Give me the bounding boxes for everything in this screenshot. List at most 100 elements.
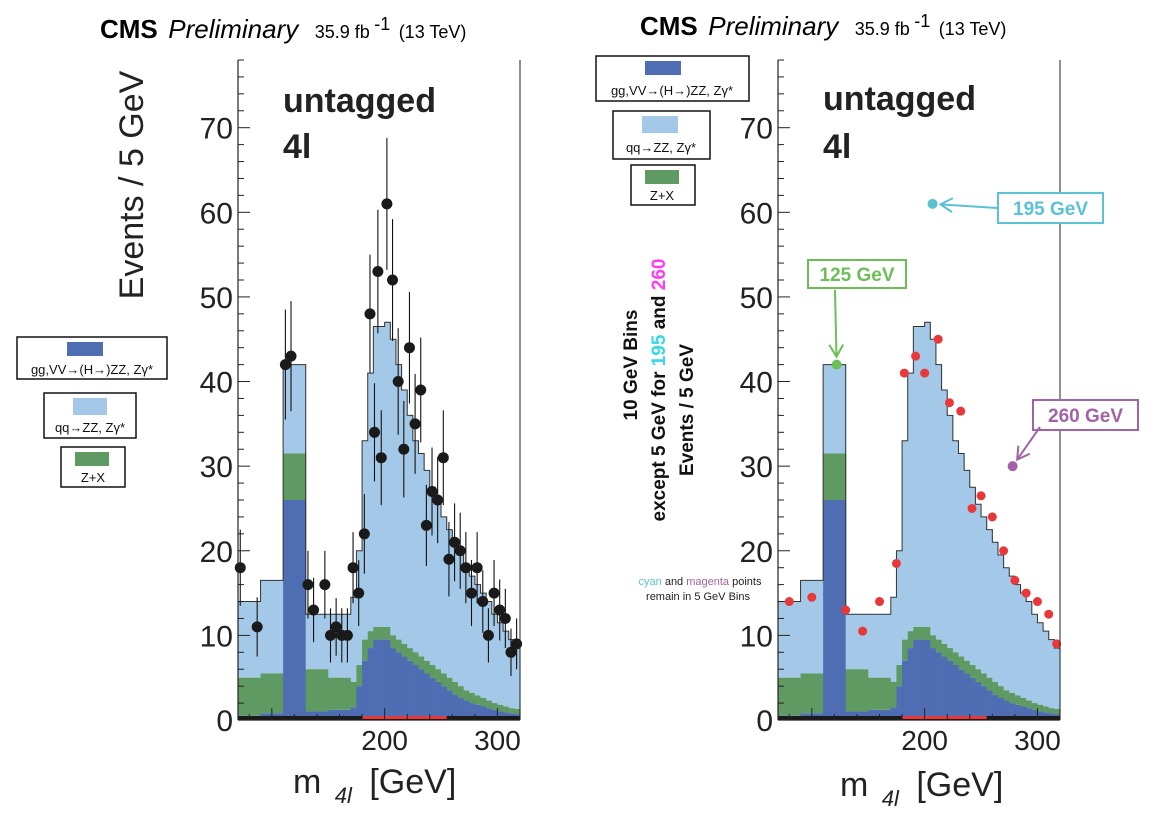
data-point xyxy=(364,254,376,374)
y-tick-label: 40 xyxy=(200,367,233,400)
right-y-axis-label: 10 GeV Bins except 5 GeV for 195 and 260… xyxy=(621,259,698,522)
left-header: CMS Preliminary 35.9 fb -1 (13 TeV) xyxy=(100,14,466,44)
callout-arrow-green xyxy=(834,289,838,357)
data-point xyxy=(437,410,449,506)
bar-qqZZ xyxy=(474,584,482,696)
bar-ZX xyxy=(941,643,948,657)
callout-label-cyan: 195 GeV xyxy=(1013,199,1088,220)
bar-ggH xyxy=(412,665,420,720)
data-point xyxy=(409,373,421,474)
y-tick-label: 10 xyxy=(200,620,233,653)
bar-ZX xyxy=(429,665,436,678)
bar-ZX xyxy=(452,681,459,695)
data-point xyxy=(353,560,365,627)
data-point xyxy=(494,579,506,641)
rebinned-data-point xyxy=(956,406,966,416)
data-marker xyxy=(324,629,336,641)
data-point xyxy=(341,608,353,663)
right-legend: gg,VV→(H→)ZZ, Zγ* qq→ZZ, Zγ* Z+X xyxy=(595,55,750,206)
bar-ZX xyxy=(469,692,476,704)
data-point xyxy=(347,532,359,604)
data-point xyxy=(443,522,455,597)
data-point xyxy=(381,137,393,270)
data-point xyxy=(330,598,342,656)
bar-ZX xyxy=(446,677,453,691)
rebinned-data-point xyxy=(933,334,943,344)
bar-ggH xyxy=(441,686,448,720)
bar-qqZZ xyxy=(503,631,510,707)
bar-qqZZ xyxy=(1043,631,1050,707)
data-marker xyxy=(471,562,483,574)
bar-qqZZ xyxy=(896,550,903,665)
data-point xyxy=(477,570,489,633)
bar-ZX xyxy=(800,673,824,714)
bar-ggH xyxy=(469,703,476,720)
bar-qqZZ xyxy=(480,593,487,698)
data-marker xyxy=(426,486,438,498)
data-marker xyxy=(415,384,427,396)
bar-qqZZ xyxy=(452,542,459,682)
y-tick-label: 70 xyxy=(200,113,233,146)
bar-ggH xyxy=(907,648,914,720)
rebinned-data-point xyxy=(807,592,817,602)
legend-swatch-ZX xyxy=(645,170,679,184)
right-note-line-1: cyan and magenta points xyxy=(639,576,762,588)
bar-ZX xyxy=(1054,709,1061,715)
rebinned-data-point xyxy=(920,368,930,378)
bar-ggH xyxy=(435,681,442,720)
bar-qqZZ xyxy=(1031,614,1039,704)
bar-ZX xyxy=(1048,708,1055,714)
rebinned-data-point xyxy=(899,368,909,378)
bar-ggH xyxy=(969,677,976,720)
bar-ZX xyxy=(823,453,847,500)
bar-qqZZ xyxy=(283,364,307,454)
bar-ZX xyxy=(424,660,431,674)
legend-label-ZX: Z+X xyxy=(650,188,675,203)
bar-qqZZ xyxy=(823,364,847,454)
bar-qqZZ xyxy=(424,470,431,661)
bar-ZX xyxy=(390,635,397,649)
bar-ggH xyxy=(384,639,391,720)
bar-ZX xyxy=(1003,690,1010,701)
data-point xyxy=(319,550,331,619)
bar-qqZZ xyxy=(907,373,914,632)
bar-qqZZ xyxy=(463,567,470,691)
bar-ZX xyxy=(260,673,284,714)
data-point xyxy=(426,447,438,536)
data-marker xyxy=(353,587,365,599)
bar-ZX xyxy=(367,631,374,649)
bar-ggH xyxy=(935,652,943,720)
right-callouts: 125 GeV 195 GeV 260 GeV xyxy=(807,192,1139,462)
stack-outline xyxy=(778,321,1060,649)
bar-ZX xyxy=(992,681,999,695)
bar-ggH xyxy=(407,660,414,720)
bar-qqZZ xyxy=(412,440,420,653)
bar-qqZZ xyxy=(486,601,493,701)
bar-ZX xyxy=(969,665,976,678)
data-point xyxy=(387,219,399,341)
left-legend: gg,VV→(H→)ZZ, Zγ* qq→ZZ, Zγ* Z+X xyxy=(16,336,168,488)
data-marker xyxy=(449,536,461,548)
bar-qqZZ xyxy=(952,440,960,653)
bar-qqZZ xyxy=(800,580,824,674)
bar-ggH xyxy=(997,698,1005,720)
bar-ggH xyxy=(1020,706,1027,720)
right-note-line-2: remain in 5 GeV Bins xyxy=(646,591,750,603)
right-x-axis-label: m 4l [GeV] xyxy=(840,766,1003,814)
bar-ZX xyxy=(1037,704,1044,712)
callout-label-magenta: 260 GeV xyxy=(1048,406,1123,427)
legend-entry-ZX: Z+X xyxy=(630,164,696,206)
bar-qqZZ xyxy=(1020,593,1027,698)
y-tick-label: 50 xyxy=(200,282,233,315)
bar-qqZZ xyxy=(407,415,414,649)
y-tick-label: 60 xyxy=(200,197,233,230)
bar-qqZZ xyxy=(373,326,386,627)
data-point xyxy=(279,309,291,420)
bar-ggH xyxy=(986,690,993,720)
bar-ZX xyxy=(328,677,352,710)
y-tick-label: 30 xyxy=(200,451,233,484)
data-marker xyxy=(409,418,421,430)
callout-arrowhead-cyan xyxy=(938,197,954,213)
rebinned-data-point xyxy=(891,558,901,568)
legend-label-qqZZ: qq→ZZ, Zγ* xyxy=(55,420,125,435)
